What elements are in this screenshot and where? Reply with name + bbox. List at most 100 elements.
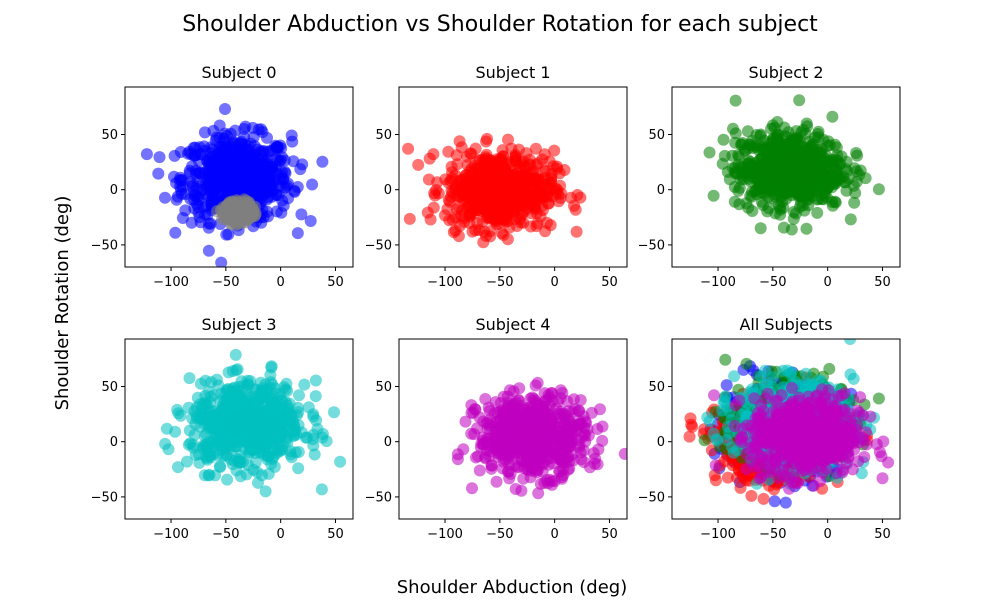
x-tick-label: 50 [601,527,618,542]
scatter-point [270,205,283,218]
scatter-point [535,458,548,471]
x-tick-label: −100 [153,527,189,542]
scatter-point [292,462,305,475]
scatter-point [293,389,305,402]
scatter-point [192,206,205,219]
scatter-point [729,94,742,107]
scatter-point [531,376,544,389]
scatter-point [841,165,854,178]
scatter-point [153,151,166,164]
scatter-point [872,183,885,196]
scatter-point [217,401,230,414]
y-tick-label: −50 [91,490,118,505]
scatter-point [304,215,317,227]
scatter-point [412,158,425,171]
x-tick-label: −100 [427,527,463,542]
scatter-point [287,419,300,432]
scatter-point [513,382,526,395]
scatter-point [762,202,775,215]
scatter-point [170,193,183,206]
scatter-point [734,173,747,186]
scatter-point [189,449,202,461]
scatter-point [728,195,741,208]
scatter-point [250,409,262,421]
x-tick-label: 0 [824,275,832,290]
scatter-point [797,184,810,197]
scatter-point [234,413,247,426]
scatter-point [557,462,570,475]
scatter-point [267,404,280,417]
scatter-point [451,158,464,171]
scatter-point [708,469,721,482]
scatter-point [298,378,311,391]
y-tick-label: −50 [365,238,392,253]
scatter-point [316,155,329,168]
x-tick-label: 50 [874,275,891,290]
scatter-point [766,172,779,185]
scatter-point [196,400,208,413]
scatter-point [782,126,795,139]
scatter-points [703,94,885,236]
scatter-point [403,212,416,225]
series-0 [159,348,347,498]
scatter-point [800,222,813,235]
scatter-point [306,178,319,191]
y-tick-label: 0 [384,183,392,198]
scatter-point [320,435,333,448]
scatter-point [505,142,518,155]
scatter-point [212,439,225,451]
scatter-point [819,162,832,175]
scatter-point [226,430,239,443]
scatter-point [226,365,239,377]
scatter-point [222,383,235,395]
scatter-point [244,184,257,197]
scatter-point [467,406,480,419]
scatter-point [476,431,489,444]
subplot-title: Subject 4 [475,315,550,334]
x-tick-label: −100 [427,275,463,290]
y-tick-label: −50 [638,238,665,253]
scatter-point [479,452,492,465]
x-tick-label: 50 [327,527,344,542]
scatter-point [801,120,814,133]
scatter-point [472,204,485,217]
x-tick-label: −50 [759,275,786,290]
scatter-point [140,148,153,161]
scatter-point [473,224,486,237]
scatter-point [480,417,493,430]
scatter-point [793,94,806,107]
scatter-point [183,372,196,385]
scatter-point [811,128,824,140]
scatter-point [452,230,465,243]
scatter-point [295,208,308,221]
scatter-point [245,166,258,179]
scatter-point [473,464,486,477]
scatter-point [477,166,490,178]
scatter-point [226,167,239,180]
y-tick-label: 50 [375,380,392,395]
scatter-point [174,409,187,422]
scatter-point [520,421,533,434]
scatter-point [786,154,799,167]
scatter-point [291,227,304,240]
scatter-point [825,181,838,194]
scatter-point [198,469,211,482]
scatter-point [431,176,444,189]
scatter-point [185,216,198,229]
series-0 [402,132,587,249]
scatter-point [527,393,540,405]
scatter-point [527,405,540,418]
scatter-point [503,384,516,397]
scatter-point [793,135,806,148]
scatter-point [514,442,527,455]
scatter-point [288,185,301,198]
scatter-point [555,472,568,485]
y-tick-label: 50 [101,380,118,395]
scatter-points [683,339,895,509]
y-tick-label: 50 [101,128,118,143]
scatter-point [779,496,792,509]
scatter-point [176,212,189,224]
